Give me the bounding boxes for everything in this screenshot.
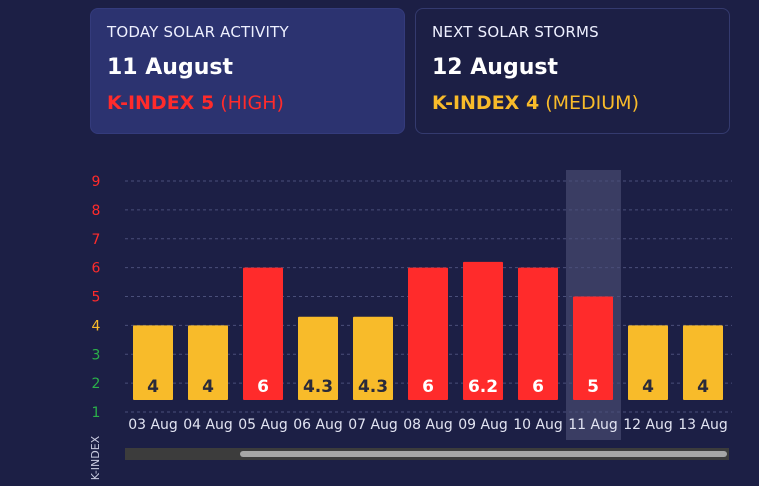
bar-06-aug xyxy=(298,316,338,400)
next-kindex: K-INDEX 4 (MEDIUM) xyxy=(432,92,713,114)
x-tick-label: 09 Aug xyxy=(458,417,508,433)
next-storms-card: NEXT SOLAR STORMS 12 August K-INDEX 4 (M… xyxy=(415,8,730,134)
y-tick-label-6: 6 xyxy=(92,261,101,277)
bar-value-label: 4.3 xyxy=(303,377,333,397)
bar-value-label: 5 xyxy=(587,377,599,397)
y-tick-label-2: 2 xyxy=(92,376,101,392)
x-tick-label: 10 Aug xyxy=(513,417,563,433)
bar-12-aug xyxy=(628,325,668,400)
bar-09-aug xyxy=(463,261,503,400)
y-axis-label: K-INDEX xyxy=(89,435,102,480)
bar-value-label: 6 xyxy=(532,377,544,397)
x-tick-label: 05 Aug xyxy=(238,417,288,433)
bar-08-aug xyxy=(408,267,448,400)
next-card-label: NEXT SOLAR STORMS xyxy=(432,23,599,41)
bar-10-aug xyxy=(518,267,558,400)
bar-03-aug xyxy=(133,325,173,400)
bar-value-label: 6 xyxy=(257,377,269,397)
bar-11-aug xyxy=(573,296,613,400)
y-tick-label-3: 3 xyxy=(92,347,101,363)
today-activity-card: TODAY SOLAR ACTIVITY 11 August K-INDEX 5… xyxy=(90,8,405,134)
bar-05-aug xyxy=(243,267,283,400)
y-tick-label-9: 9 xyxy=(92,174,101,190)
bar-value-label: 4.3 xyxy=(358,377,388,397)
bar-value-label: 4 xyxy=(202,377,214,397)
y-tick-label-1: 1 xyxy=(92,405,101,421)
bar-value-label: 4 xyxy=(697,377,709,397)
today-kindex: K-INDEX 5 (HIGH) xyxy=(107,92,388,114)
today-date: 11 August xyxy=(107,55,233,80)
x-tick-label: 13 Aug xyxy=(678,417,728,433)
y-tick-label-4: 4 xyxy=(92,318,101,334)
chart-scrollbar[interactable] xyxy=(125,448,729,460)
x-tick-label: 06 Aug xyxy=(293,417,343,433)
bar-13-aug xyxy=(683,325,723,400)
bar-value-label: 4 xyxy=(147,377,159,397)
today-card-label: TODAY SOLAR ACTIVITY xyxy=(107,23,289,41)
y-tick-label-5: 5 xyxy=(92,290,101,306)
x-tick-label: 07 Aug xyxy=(348,417,398,433)
y-tick-label-7: 7 xyxy=(92,232,101,248)
bar-value-label: 4 xyxy=(642,377,654,397)
x-tick-label: 11 Aug xyxy=(568,417,618,433)
y-tick-label-8: 8 xyxy=(92,203,101,219)
next-date: 12 August xyxy=(432,55,558,80)
x-tick-label: 04 Aug xyxy=(183,417,233,433)
x-tick-label: 08 Aug xyxy=(403,417,453,433)
next-kindex-value: K-INDEX 4 xyxy=(432,92,540,114)
bar-value-label: 6 xyxy=(422,377,434,397)
today-kindex-level: (HIGH) xyxy=(220,92,284,114)
next-kindex-level: (MEDIUM) xyxy=(545,92,639,114)
today-kindex-value: K-INDEX 5 xyxy=(107,92,215,114)
bar-value-label: 6.2 xyxy=(468,377,498,397)
x-tick-label: 12 Aug xyxy=(623,417,673,433)
x-tick-label: 03 Aug xyxy=(128,417,178,433)
bar-07-aug xyxy=(353,316,393,400)
bar-04-aug xyxy=(188,325,228,400)
chart-scrollbar-thumb[interactable] xyxy=(240,451,727,457)
